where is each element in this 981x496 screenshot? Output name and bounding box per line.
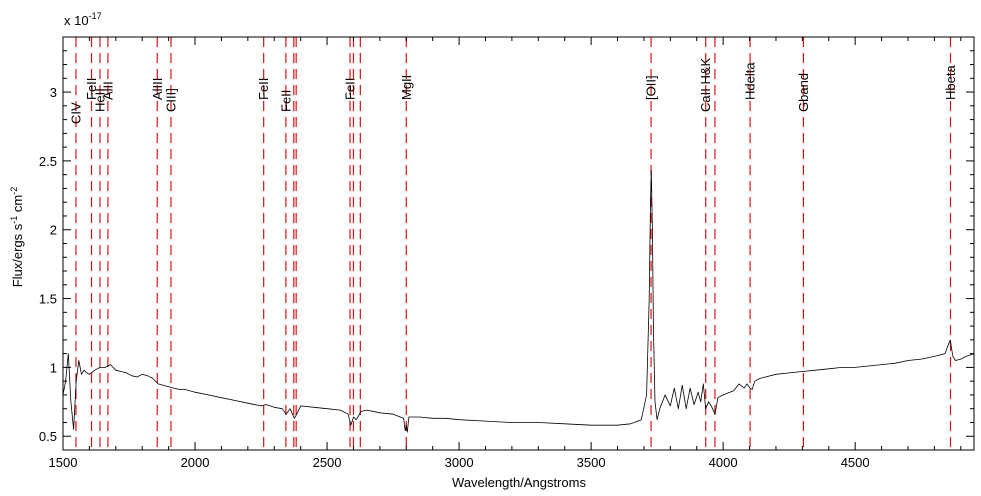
spectrum-series: [62, 170, 975, 433]
line-label-10: FeII: [343, 78, 358, 100]
line-label-13: MgII: [399, 75, 414, 100]
y-tick-label: 0.5: [39, 429, 57, 444]
line-label-6: FeII: [256, 78, 271, 100]
y-tick-label: 3: [50, 85, 57, 100]
y-multiplier-exp: -17: [89, 11, 102, 21]
spectrum-line: [62, 170, 975, 433]
x-tick-label: 4500: [841, 455, 870, 470]
y-multiplier: x 10-17: [64, 11, 102, 28]
spectral-line-markers: [75, 37, 952, 450]
line-label-0: CIV: [68, 102, 83, 124]
x-axis-label: Wavelength/Angstroms: [452, 475, 586, 490]
x-tick-label: 3500: [577, 455, 606, 470]
line-label-3: AlII: [100, 81, 115, 100]
y-tick-label: 1.5: [39, 292, 57, 307]
y-multiplier-base: x 10: [64, 13, 89, 28]
line-label-14: [OII]: [644, 75, 659, 100]
y-tick-label: 2.5: [39, 154, 57, 169]
x-tick-label: 4000: [709, 455, 738, 470]
y-axis-label-mid: cm: [10, 195, 25, 216]
x-tick-label: 2000: [181, 455, 210, 470]
line-label-5: CIII]: [163, 88, 178, 112]
x-axis-ticks: 1500 2000 2500 3000 3500 4000 4500: [49, 37, 962, 470]
y-axis-label-main: Flux/ergs s: [10, 223, 25, 287]
x-tick-label: 3000: [445, 455, 474, 470]
line-label-4: AlIII: [150, 78, 165, 100]
line-label-19: Hbeta: [943, 65, 958, 100]
line-label-17: Hdelta: [743, 62, 758, 100]
y-tick-label: 1: [50, 360, 57, 375]
y-axis-label: Flux/ergs s-1 cm-2: [9, 187, 25, 288]
line-label-1: FeII: [84, 78, 99, 100]
y-axis-label-exp1: -1: [9, 216, 19, 224]
line-label-2: HeII: [92, 88, 107, 112]
line-label-18: Gband: [796, 73, 811, 112]
y-axis-label-exp2: -2: [9, 187, 19, 195]
plot-frame: [62, 36, 975, 451]
y-tick-label: 2: [50, 223, 57, 238]
line-label-15: CaII H&K: [698, 57, 713, 112]
x-tick-label: 2500: [313, 455, 342, 470]
y-axis-ticks: 0.5 1 1.5 2 2.5 3: [39, 50, 974, 444]
x-tick-label: 1500: [49, 455, 78, 470]
line-label-7: FeII: [278, 90, 293, 112]
